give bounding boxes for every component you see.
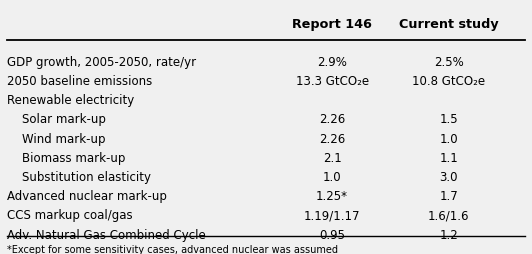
Text: *Except for some sensitivity cases, advanced nuclear was assumed: *Except for some sensitivity cases, adva… [7, 244, 338, 254]
Text: 2.5%: 2.5% [434, 55, 463, 68]
Text: CCS markup coal/gas: CCS markup coal/gas [7, 209, 132, 221]
Text: 10.8 GtCO₂e: 10.8 GtCO₂e [412, 75, 485, 88]
Text: 1.6/1.6: 1.6/1.6 [428, 209, 469, 221]
Text: 2050 baseline emissions: 2050 baseline emissions [7, 75, 152, 88]
Text: 0.95: 0.95 [319, 228, 345, 241]
Text: 2.26: 2.26 [319, 113, 345, 126]
Text: 1.0: 1.0 [439, 132, 458, 145]
Text: 2.1: 2.1 [323, 151, 342, 164]
Text: 2.9%: 2.9% [317, 55, 347, 68]
Text: Substitution elasticity: Substitution elasticity [7, 170, 151, 183]
Text: Renewable electricity: Renewable electricity [7, 94, 134, 107]
Text: 1.25*: 1.25* [316, 189, 348, 202]
Text: GDP growth, 2005-2050, rate/yr: GDP growth, 2005-2050, rate/yr [7, 55, 196, 68]
Text: Biomass mark-up: Biomass mark-up [7, 151, 125, 164]
Text: Wind mark-up: Wind mark-up [7, 132, 105, 145]
Text: 1.1: 1.1 [439, 151, 458, 164]
Text: Report 146: Report 146 [292, 18, 372, 31]
Text: Solar mark-up: Solar mark-up [7, 113, 105, 126]
Text: Advanced nuclear mark-up: Advanced nuclear mark-up [7, 189, 167, 202]
Text: 1.5: 1.5 [439, 113, 458, 126]
Text: 1.19/1.17: 1.19/1.17 [304, 209, 360, 221]
Text: 1.2: 1.2 [439, 228, 458, 241]
Text: 13.3 GtCO₂e: 13.3 GtCO₂e [296, 75, 369, 88]
Text: 1.0: 1.0 [323, 170, 342, 183]
Text: Current study: Current study [399, 18, 498, 31]
Text: Adv. Natural Gas Combined Cycle: Adv. Natural Gas Combined Cycle [7, 228, 205, 241]
Text: 3.0: 3.0 [439, 170, 458, 183]
Text: 2.26: 2.26 [319, 132, 345, 145]
Text: 1.7: 1.7 [439, 189, 458, 202]
